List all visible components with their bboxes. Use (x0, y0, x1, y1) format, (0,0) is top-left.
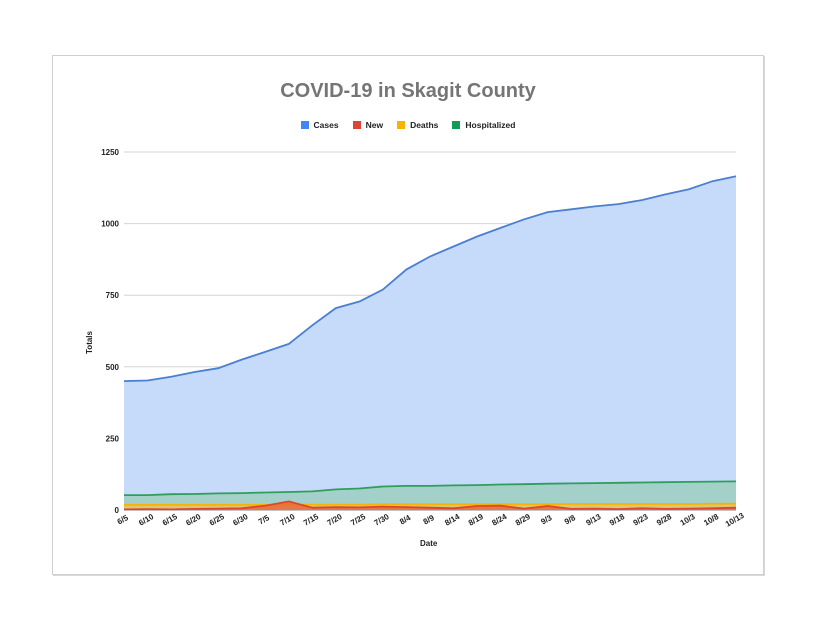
x-tick-label: 6/20 (184, 512, 202, 528)
legend-item-cases[interactable]: Cases (300, 120, 339, 130)
y-tick-label: 1000 (101, 220, 119, 229)
x-tick-label: 9/13 (585, 512, 603, 528)
x-tick-label: 8/4 (398, 513, 413, 527)
x-tick-label: 9/18 (608, 512, 626, 528)
x-tick-label: 8/24 (490, 512, 508, 528)
y-axis-label: Totals (84, 331, 94, 354)
x-tick-label: 9/23 (632, 512, 650, 528)
x-tick-label: 7/15 (302, 512, 320, 528)
x-tick-label: 9/28 (655, 512, 673, 528)
area-new (124, 501, 736, 510)
chart-legend: Cases New Deaths Hospitalized (0, 120, 816, 130)
line-deaths (124, 502, 736, 506)
x-tick-label: 8/9 (422, 513, 437, 527)
x-tick-label: 7/20 (326, 512, 344, 528)
legend-label-hospitalized: Hospitalized (465, 120, 516, 130)
y-tick-label: 750 (106, 291, 120, 300)
x-tick-label: 8/19 (467, 512, 485, 528)
y-tick-label: 0 (115, 506, 120, 515)
x-tick-label: 10/3 (679, 512, 697, 528)
legend-label-cases: Cases (313, 120, 339, 130)
x-axis-label: Date (420, 539, 438, 548)
x-tick-label: 9/3 (539, 513, 554, 527)
chart-title: COVID-19 in Skagit County (280, 80, 536, 102)
legend-item-deaths[interactable]: Deaths (397, 120, 438, 130)
area-cases (124, 176, 736, 511)
x-tick-label: 7/10 (279, 512, 297, 528)
y-tick-label: 250 (106, 434, 120, 443)
legend-item-hospitalized[interactable]: Hospitalized (452, 120, 515, 130)
x-tick-label: 8/29 (514, 512, 532, 528)
x-tick-label: 10/8 (702, 512, 720, 528)
x-tick-label: 6/30 (231, 512, 249, 528)
x-tick-label: 7/5 (257, 513, 272, 527)
legend-swatch-deaths (397, 121, 406, 129)
legend-item-new[interactable]: New (352, 120, 384, 130)
x-tick-label: 7/30 (373, 512, 391, 528)
x-tick-label: 8/14 (443, 512, 461, 528)
legend-swatch-hospitalized (452, 121, 461, 129)
x-tick-label: 6/10 (137, 512, 155, 528)
x-tick-label: 9/8 (563, 513, 578, 527)
line-cases (123, 175, 737, 382)
y-tick-label: 1250 (101, 148, 119, 157)
y-tick-label: 500 (106, 363, 120, 372)
x-tick-label: 10/13 (724, 511, 746, 529)
x-tick-label: 6/25 (208, 512, 226, 528)
legend-swatch-new (352, 121, 361, 129)
legend-label-new: New (365, 120, 384, 130)
x-tick-label: 6/15 (161, 512, 179, 528)
legend-label-deaths: Deaths (410, 120, 439, 130)
x-tick-label: 7/25 (349, 512, 367, 528)
line-new (123, 500, 737, 511)
legend-swatch-cases (300, 121, 309, 129)
line-hospitalized (124, 480, 737, 496)
